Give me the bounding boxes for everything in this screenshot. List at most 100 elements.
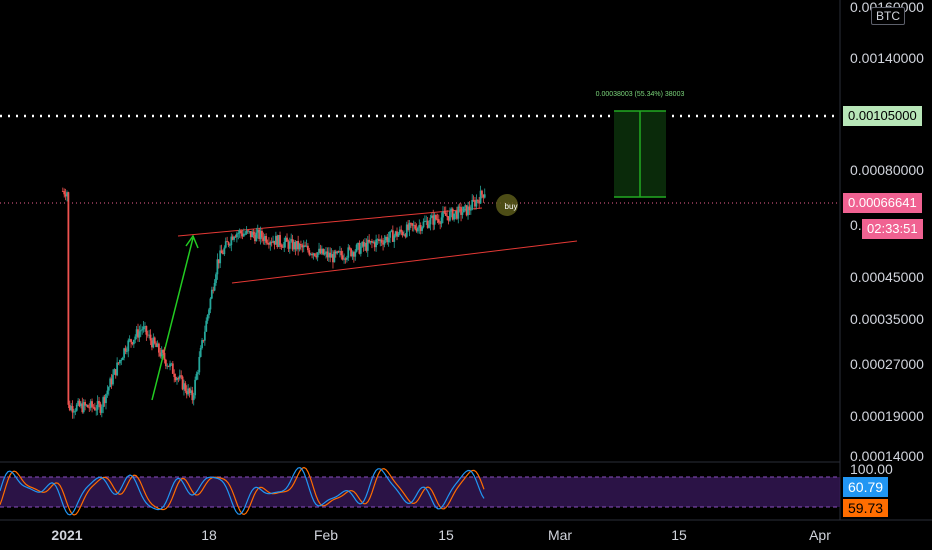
candle-body [454,210,457,214]
candle-body [326,251,329,258]
candle-body [279,235,281,246]
candle-body [274,235,277,245]
candle-body [238,230,241,234]
candle-body [429,217,432,225]
candle-body [213,282,216,291]
candle-body [209,298,212,310]
candle-body [458,206,461,208]
candle-body [400,229,403,232]
candle-body [145,326,148,335]
candle-body [185,390,188,395]
time-tick: 18 [201,527,217,543]
candle-body [206,315,209,321]
buy-label: buy [505,202,518,211]
candle-body [241,233,244,237]
candle-body [318,248,320,253]
candle-body [354,251,357,257]
candle-body [159,352,162,357]
candle-body [468,206,471,211]
candle-body [67,192,70,405]
candle-body [415,228,418,232]
current-price-tag[interactable]: 0.00066641 [843,193,922,213]
candle-body [77,400,80,405]
candle-body [158,343,160,353]
candle-body [315,255,318,258]
candle-body [66,192,68,197]
candle-body [224,241,227,248]
channel-lower-line[interactable] [231,240,578,284]
candle-body [234,236,237,238]
candle-body [130,339,132,343]
candle-body [283,242,286,248]
buy-marker[interactable] [496,194,518,216]
impulse-arrow-line[interactable] [151,237,194,401]
candle-body [419,224,422,231]
candle-body [414,225,417,229]
candle-body [235,233,238,238]
candle-body [277,235,280,247]
candle-body [139,330,142,332]
candle-body [177,378,180,379]
candle-body [219,250,222,264]
candle-body [423,221,426,222]
candle-body [336,251,339,254]
candle-body [345,257,348,260]
candle-body [316,252,319,258]
candle-body [294,242,297,250]
channel-upper-line[interactable] [177,207,483,237]
candle-body [251,231,254,238]
candle-body [63,191,66,195]
candle-body [309,253,312,255]
candle-body [462,206,465,213]
candle-body [80,403,82,407]
candle-body [170,363,173,365]
candle-body [188,388,191,394]
candle-body [481,190,483,195]
candle-body [364,242,366,247]
price-tick: 0.00014000 [850,448,924,464]
candle-body [203,331,206,341]
candle-body [312,253,315,256]
candle-body [123,348,125,358]
candle-body [334,251,337,254]
candle-body [242,233,245,237]
candle-body [181,376,184,390]
candle-body [276,235,279,247]
candle-body [265,236,268,243]
candle-body [325,251,327,253]
candle-body [198,356,201,373]
candle-body [479,190,482,204]
candle-body [344,258,347,260]
candle-body [220,250,223,254]
candle-body [252,231,255,235]
candle-body [169,363,171,367]
candle-body [379,239,382,242]
candle-body [348,247,351,249]
target-price-tag[interactable]: 0.00105000 [843,106,922,126]
candle-body [190,390,192,394]
symbol-badge[interactable]: BTC [871,7,905,25]
candle-body [70,406,73,411]
candle-body [216,259,219,275]
candle-body [322,248,325,255]
candle-body [330,254,333,258]
candle-body [256,229,259,233]
candle-body [361,242,364,247]
candle-body [373,242,376,248]
candle-body [421,227,423,231]
candle-body [451,208,454,220]
candle-body [449,211,451,221]
candle-body [247,230,249,232]
candle-body [304,245,307,247]
candle-body [446,215,449,217]
candle-body [422,221,425,228]
candle-body [127,340,130,352]
candle-body [74,410,77,412]
candle-body [447,216,450,221]
candle-body [460,207,462,215]
candle-body [249,231,252,238]
candle-body [291,239,294,250]
stoch-k-tag: 60.79 [843,477,889,497]
candle-body [469,209,472,211]
